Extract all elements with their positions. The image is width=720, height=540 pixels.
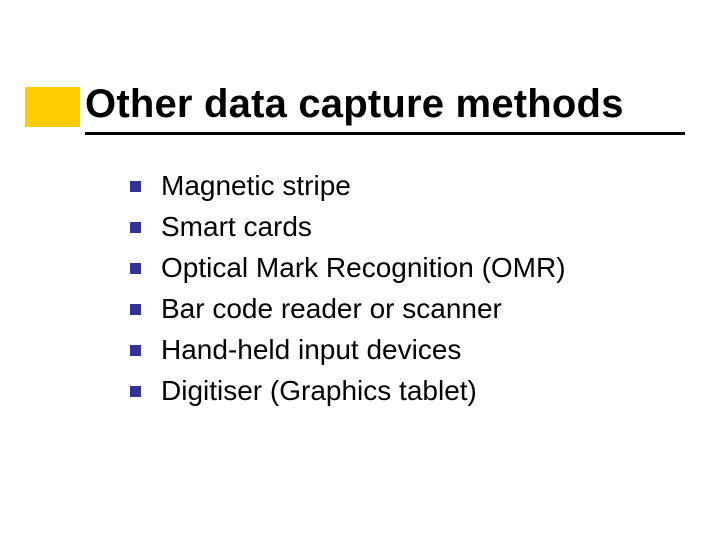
list-item: Bar code reader or scanner [130,291,680,326]
list-item: Magnetic stripe [130,168,680,203]
square-bullet-icon [130,222,141,233]
square-bullet-icon [130,386,141,397]
title-underline [85,132,685,135]
list-item-label: Hand-held input devices [161,332,461,367]
slide-body: Magnetic stripe Smart cards Optical Mark… [130,168,680,414]
list-item-label: Optical Mark Recognition (OMR) [161,250,566,285]
slide: Other data capture methods Magnetic stri… [0,0,720,540]
accent-block [25,87,80,127]
square-bullet-icon [130,181,141,192]
square-bullet-icon [130,345,141,356]
list-item: Digitiser (Graphics tablet) [130,373,680,408]
list-item-label: Magnetic stripe [161,168,351,203]
list-item-label: Digitiser (Graphics tablet) [161,373,477,408]
list-item-label: Bar code reader or scanner [161,291,502,326]
list-item: Hand-held input devices [130,332,680,367]
list-item: Smart cards [130,209,680,244]
list-item: Optical Mark Recognition (OMR) [130,250,680,285]
square-bullet-icon [130,304,141,315]
square-bullet-icon [130,263,141,274]
list-item-label: Smart cards [161,209,312,244]
slide-title: Other data capture methods [85,82,624,127]
